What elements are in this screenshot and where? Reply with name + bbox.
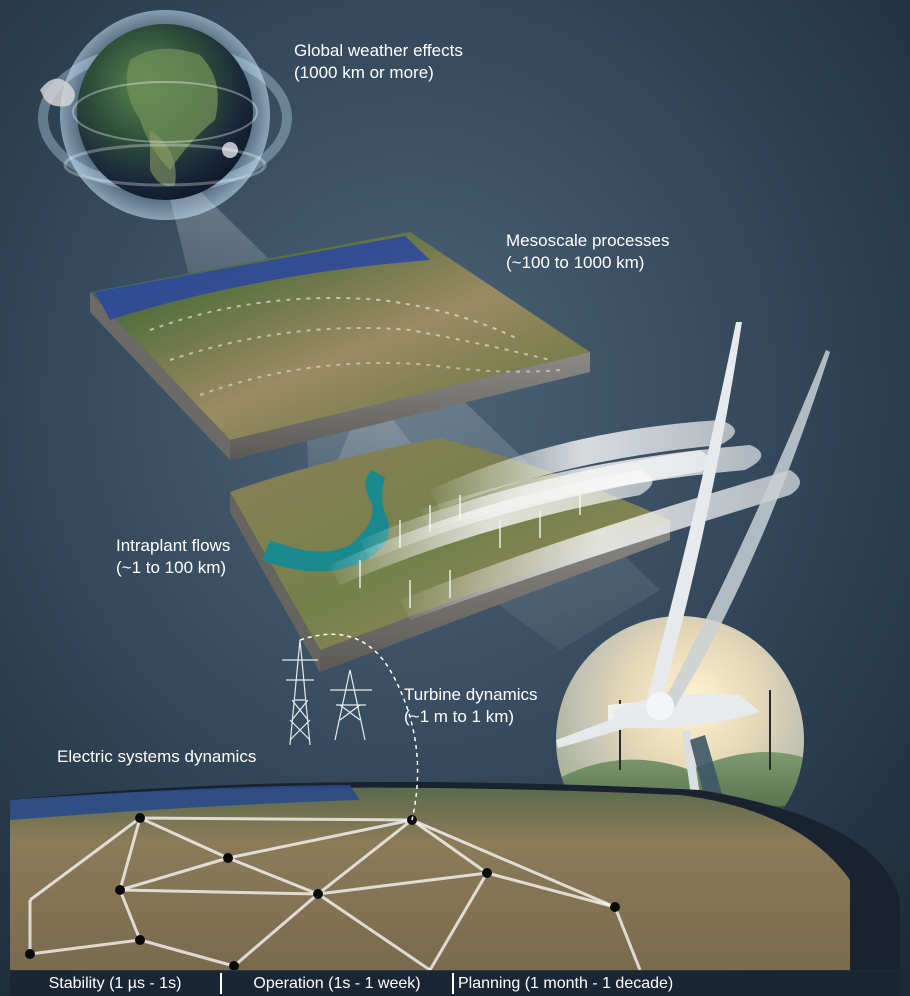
turbine-label: Turbine dynamics (~1 m to 1 km) (404, 684, 538, 728)
timescale-stability: Stability (1 µs - 1s) (48, 975, 182, 992)
mesoscale-title: Mesoscale processes (506, 231, 670, 250)
turbine-title: Turbine dynamics (404, 685, 538, 704)
global-weather-label: Global weather effects (1000 km or more) (294, 40, 463, 84)
mesoscale-label: Mesoscale processes (~100 to 1000 km) (506, 230, 669, 274)
grid-link-dashed (299, 633, 419, 821)
global-weather-title: Global weather effects (294, 41, 463, 60)
globe-icon (38, 10, 292, 220)
timescale-planning: Planning (1 month - 1 decade) (458, 975, 674, 992)
wind-turbine-icon (556, 322, 830, 748)
mesoscale-block (90, 232, 590, 460)
electric-grid (10, 782, 900, 970)
intraplant-label: Intraplant flows (~1 to 100 km) (116, 535, 230, 579)
timescale-divider (220, 973, 222, 994)
timescale-divider (452, 973, 454, 994)
intraplant-title: Intraplant flows (116, 536, 231, 555)
electric-title: Electric systems dynamics (57, 747, 257, 766)
electric-label: Electric systems dynamics (57, 746, 256, 768)
turbine-range: (~1 m to 1 km) (404, 707, 515, 726)
transmission-tower-icon (282, 639, 372, 746)
turbine-wakes (330, 420, 800, 620)
timescale-operation: Operation (1s - 1 week) (253, 975, 421, 992)
intraplant-range: (~1 to 100 km) (116, 558, 227, 577)
timescale-bar: Stability (1 µs - 1s) Operation (1s - 1 … (10, 971, 900, 996)
mesoscale-range: (~100 to 1000 km) (506, 253, 645, 272)
global-weather-range: (1000 km or more) (294, 63, 434, 82)
